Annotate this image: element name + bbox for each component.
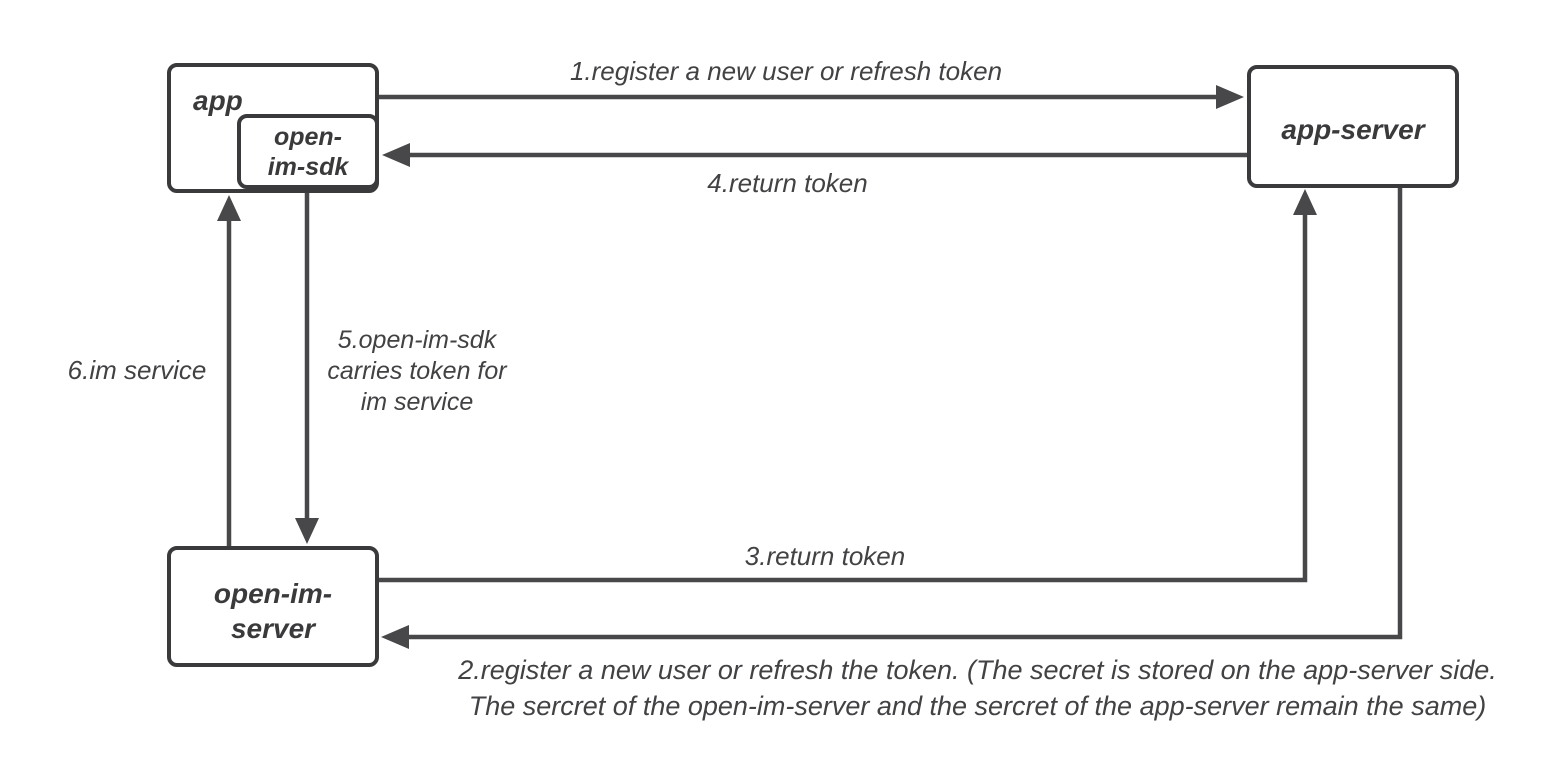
edge-label-3-return-token: 3.return token xyxy=(650,541,1000,572)
arrow-3-return-token-line xyxy=(378,215,1308,583)
edge-label-2-line1: 2.register a new user or refresh the tok… xyxy=(458,655,1497,685)
edge-label-5-line3: im service xyxy=(360,388,474,416)
arrow-4-return-token-head xyxy=(382,143,410,167)
arrow-2-register-head xyxy=(381,625,409,649)
node-open-im-server-label-line1: open-im- xyxy=(213,577,333,609)
node-app-server-label: app-server xyxy=(1281,113,1425,145)
edge-label-4-text: 4.return token xyxy=(707,168,868,198)
edge-label-6-text: 6.im service xyxy=(67,355,207,385)
node-open-im-server: open-im- server xyxy=(167,546,379,667)
edge-label-5-carries-token: 5.open-im-sdk carries token for im servi… xyxy=(312,325,522,418)
edge-label-5-line2: carries token for xyxy=(327,357,507,385)
edge-label-1-text: 1.register a new user or refresh token xyxy=(569,56,1003,86)
arrow-5-carries-token-head xyxy=(295,518,319,544)
edge-label-2-register: 2.register a new user or refresh the tok… xyxy=(420,652,1535,724)
arrow-3-return-token-head xyxy=(1293,189,1317,215)
node-open-im-sdk: open- im-sdk xyxy=(237,114,379,189)
edge-label-4-return-token: 4.return token xyxy=(600,168,975,199)
edge-label-6-im-service: 6.im service xyxy=(47,355,227,386)
node-open-im-sdk-label-line1: open- xyxy=(273,122,343,151)
edge-label-3-text: 3.return token xyxy=(744,541,906,571)
node-open-im-server-label-line2: server xyxy=(230,612,316,644)
edge-label-2-line2: The sercret of the open-im-server and th… xyxy=(468,691,1487,721)
edge-label-5-line1: 5.open-im-sdk xyxy=(337,326,497,354)
arrow-6-im-service-head xyxy=(217,195,241,221)
arrow-2-register-line xyxy=(409,187,1403,640)
edge-label-1-register: 1.register a new user or refresh token xyxy=(430,56,1142,87)
arrow-1-register-head xyxy=(1216,85,1244,109)
node-open-im-sdk-label-line2: im-sdk xyxy=(267,152,349,181)
node-app-server: app-server xyxy=(1247,65,1459,188)
node-app-label: app xyxy=(193,85,243,116)
